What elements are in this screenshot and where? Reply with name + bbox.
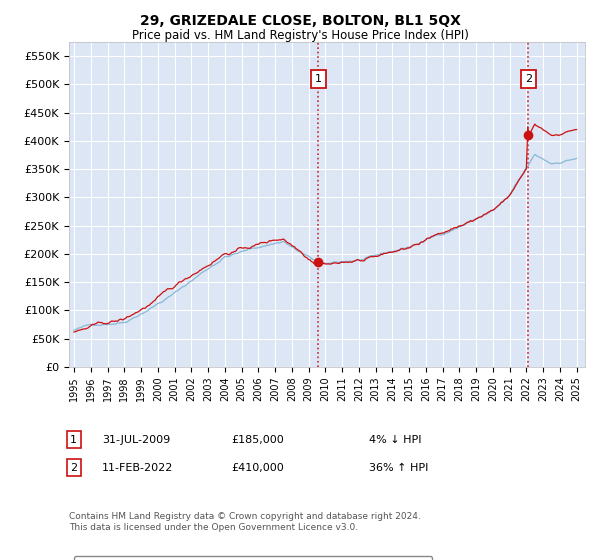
- Legend: 29, GRIZEDALE CLOSE, BOLTON, BL1 5QX (detached house), HPI: Average price, detac: 29, GRIZEDALE CLOSE, BOLTON, BL1 5QX (de…: [74, 556, 432, 560]
- Text: £185,000: £185,000: [231, 435, 284, 445]
- Text: 1: 1: [70, 435, 77, 445]
- Text: 11-FEB-2022: 11-FEB-2022: [102, 463, 173, 473]
- Text: Contains HM Land Registry data © Crown copyright and database right 2024.
This d: Contains HM Land Registry data © Crown c…: [69, 512, 421, 532]
- Text: Price paid vs. HM Land Registry's House Price Index (HPI): Price paid vs. HM Land Registry's House …: [131, 29, 469, 42]
- Text: 2: 2: [525, 74, 532, 83]
- Text: 2: 2: [70, 463, 77, 473]
- Text: 36% ↑ HPI: 36% ↑ HPI: [369, 463, 428, 473]
- Text: £410,000: £410,000: [231, 463, 284, 473]
- Text: 29, GRIZEDALE CLOSE, BOLTON, BL1 5QX: 29, GRIZEDALE CLOSE, BOLTON, BL1 5QX: [140, 14, 460, 28]
- Text: 31-JUL-2009: 31-JUL-2009: [102, 435, 170, 445]
- Text: 4% ↓ HPI: 4% ↓ HPI: [369, 435, 421, 445]
- Text: 1: 1: [315, 74, 322, 83]
